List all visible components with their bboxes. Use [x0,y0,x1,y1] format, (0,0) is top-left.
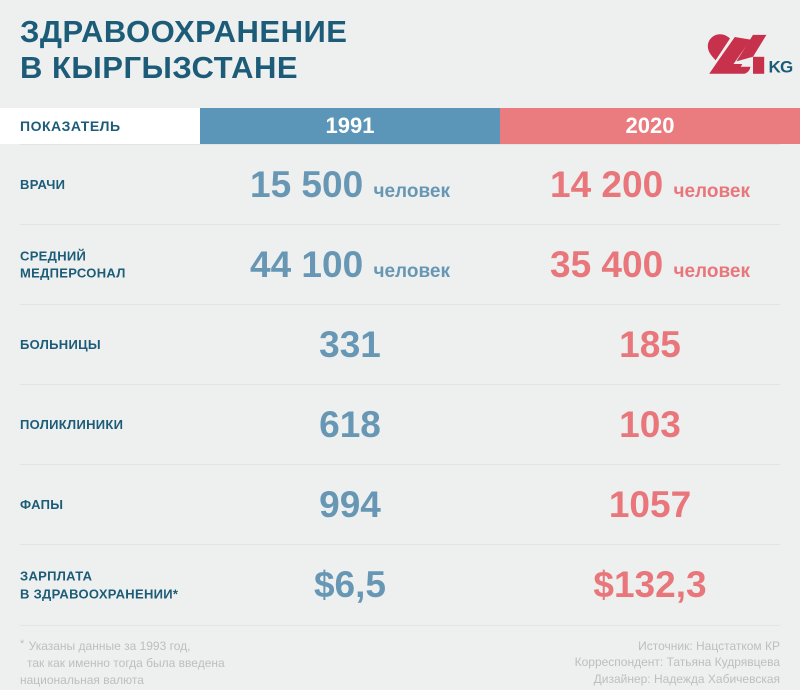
svg-text:KG: KG [769,58,793,77]
